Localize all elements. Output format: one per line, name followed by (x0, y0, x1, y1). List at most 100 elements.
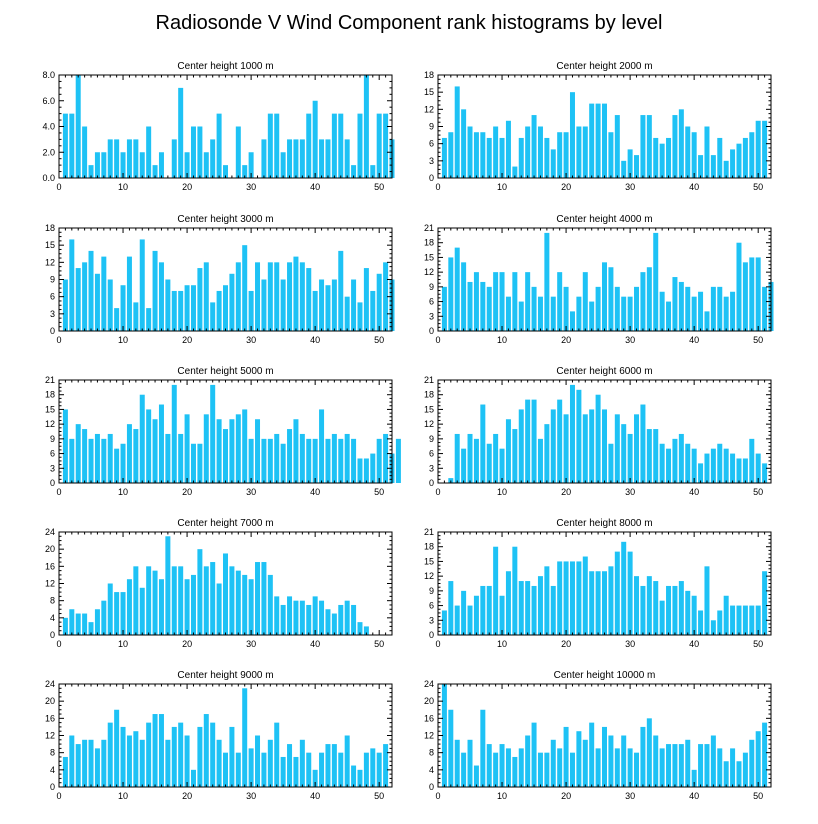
histogram-bar (338, 250, 344, 331)
histogram-bar (493, 126, 499, 178)
histogram-bar (531, 286, 537, 331)
histogram-bar (717, 286, 723, 331)
histogram-bar (602, 571, 607, 635)
histogram-bar (370, 453, 376, 483)
y-tick-label: 16 (45, 561, 55, 571)
histogram-bar (531, 722, 537, 788)
x-tick-label: 0 (56, 639, 61, 649)
histogram-bar (94, 609, 100, 635)
histogram-bar (691, 132, 697, 178)
y-tick-label: 12 (45, 257, 55, 267)
histogram-bar (755, 120, 761, 178)
x-tick-label: 20 (561, 487, 571, 497)
histogram-bar (742, 137, 748, 178)
histogram-bar (357, 302, 363, 331)
histogram-bar (505, 120, 511, 178)
histogram-bar (461, 448, 467, 483)
panel-title: Center height 3000 m (177, 214, 273, 225)
histogram-bar (152, 165, 158, 179)
histogram-bar (312, 100, 318, 178)
histogram-bar (653, 137, 659, 178)
histogram-bar (518, 137, 524, 178)
histogram-bar (467, 126, 473, 178)
histogram-bar (499, 272, 505, 331)
histogram-bar (107, 139, 113, 179)
histogram-bar (493, 272, 499, 331)
y-tick-label: 6 (429, 139, 434, 149)
histogram-bar (133, 429, 139, 483)
histogram-bar (190, 769, 196, 787)
panels: Center height 1000 m0 10 20 30 40 500.02.04.0… (42, 61, 774, 801)
histogram-bar (576, 126, 582, 178)
histogram-bar (203, 414, 209, 483)
histogram-bar (280, 756, 286, 787)
histogram-bar (75, 268, 81, 331)
histogram-bar (698, 291, 704, 331)
histogram-bar (762, 286, 768, 331)
histogram-bar (146, 126, 152, 178)
histogram-bar (621, 541, 627, 635)
histogram-bar (146, 722, 152, 788)
y-tick-label: 4.0 (42, 122, 55, 132)
histogram-bar (197, 268, 203, 331)
histogram-bar (158, 262, 164, 331)
histogram-bar (126, 579, 132, 635)
y-tick-label: 3 (50, 463, 55, 473)
histogram-bar (299, 433, 305, 483)
histogram-bar (678, 744, 684, 787)
histogram-bar (582, 556, 588, 635)
histogram-bar (312, 438, 318, 483)
histogram-bar (274, 722, 280, 788)
histogram-bar (486, 286, 492, 331)
histogram-bar (203, 566, 209, 635)
x-tick-label: 40 (310, 335, 320, 345)
histogram-bar (133, 139, 139, 179)
histogram-bar (319, 279, 325, 331)
histogram-bar (473, 438, 479, 483)
x-tick-label: 20 (561, 639, 571, 649)
histogram-bar (107, 279, 113, 331)
panel-title: Center height 8000 m (556, 518, 652, 529)
histogram-bar (742, 262, 748, 331)
histogram-bar (678, 109, 684, 178)
histogram-bar (589, 409, 595, 483)
histogram-bar (505, 296, 511, 331)
histogram-bar (69, 735, 75, 787)
histogram-bar (589, 301, 595, 331)
x-tick-label: 30 (625, 182, 635, 192)
histogram-bar (512, 756, 518, 787)
histogram-bar (640, 726, 646, 787)
histogram-bar (267, 438, 273, 483)
y-tick-label: 16 (45, 713, 55, 723)
x-tick-label: 0 (435, 791, 440, 801)
histogram-bar (704, 744, 710, 787)
histogram-bar (114, 709, 120, 787)
y-tick-label: 3 (50, 309, 55, 319)
histogram-bar (473, 765, 479, 787)
histogram-bar (698, 155, 704, 178)
histogram-bar (749, 438, 755, 483)
histogram-bar (293, 756, 299, 787)
histogram-bar (531, 115, 537, 178)
histogram-bar (133, 731, 139, 787)
histogram-bar (512, 166, 518, 178)
x-tick-label: 40 (689, 639, 699, 649)
histogram-bar (634, 414, 640, 483)
histogram-bar (672, 438, 678, 483)
histogram-bar (293, 139, 299, 179)
histogram-bar (499, 448, 505, 483)
histogram-bar (480, 132, 486, 178)
y-tick-label: 16 (424, 713, 434, 723)
histogram-bar (525, 272, 531, 331)
histogram-bar (178, 433, 184, 483)
histogram-bar (582, 126, 588, 178)
x-tick-label: 40 (310, 639, 320, 649)
histogram-bar (139, 394, 145, 483)
histogram-bar (627, 296, 633, 331)
chart-panel: Center height 7000 m 0 10 20 30 40 50 0 4 8 12 16 20… (45, 518, 393, 649)
histogram-bar (293, 256, 299, 331)
histogram-bar (261, 752, 267, 787)
histogram-bar (376, 273, 382, 331)
x-tick-label: 10 (118, 335, 128, 345)
